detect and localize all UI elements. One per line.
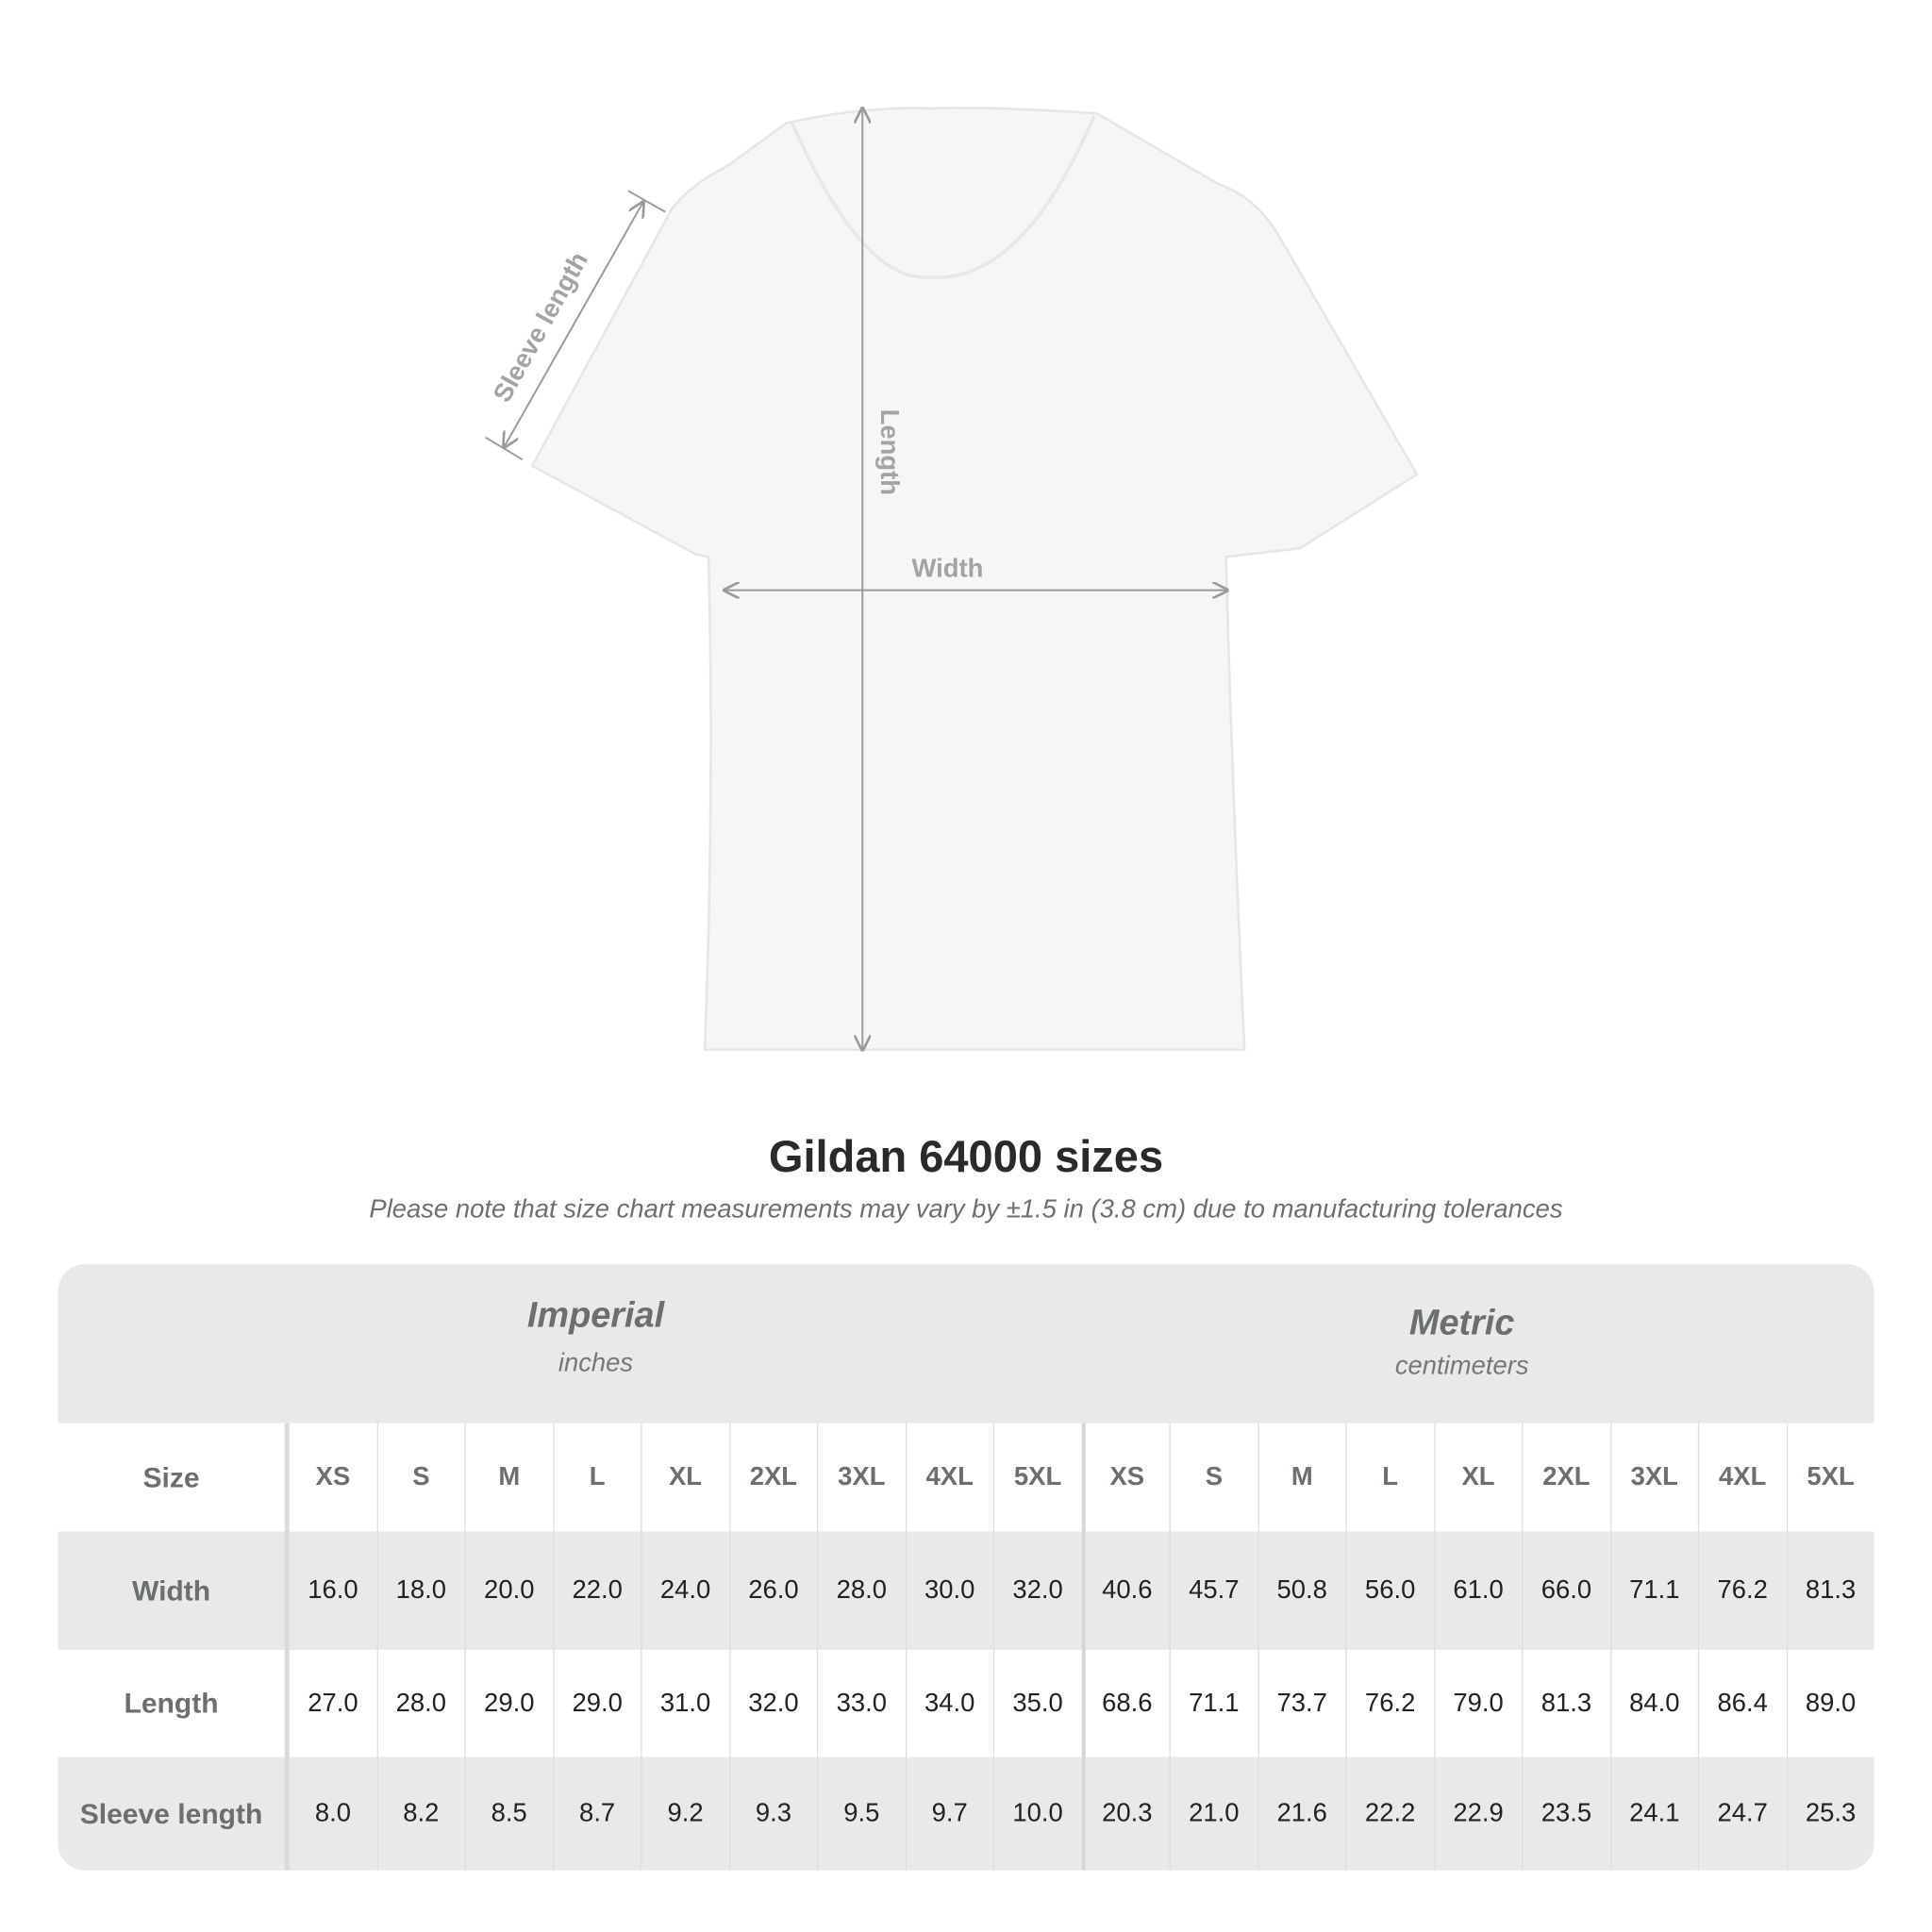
measurement-cell: 24.0: [641, 1531, 728, 1650]
measurement-cell: 21.6: [1257, 1757, 1345, 1871]
measurement-cell: 25.3: [1786, 1757, 1874, 1871]
tshirt-diagram: Sleeve length Length Width: [485, 106, 1419, 1109]
measurement-cell: 22.9: [1433, 1757, 1522, 1871]
measurement-cell: 24.7: [1697, 1757, 1786, 1871]
measurement-cell: 76.2: [1697, 1531, 1786, 1650]
measurement-cell: 10.0: [992, 1757, 1081, 1871]
measurement-cell: 16.0: [288, 1531, 376, 1650]
size-header: 4XL: [1697, 1423, 1786, 1532]
measurement-cell: 84.0: [1609, 1649, 1697, 1757]
size-header: 3XL: [816, 1423, 905, 1532]
size-header: L: [552, 1423, 641, 1532]
length-label: Length: [875, 409, 905, 495]
measurement-cell: 34.0: [905, 1649, 992, 1757]
size-header: 3XL: [1609, 1423, 1697, 1532]
measurement-cell: 35.0: [992, 1649, 1081, 1757]
measurement-cell: 9.7: [905, 1757, 992, 1871]
size-header: 2XL: [728, 1423, 817, 1532]
imperial-title: Imperial: [526, 1296, 665, 1336]
measurement-cell: 45.7: [1169, 1531, 1257, 1650]
measurement-cell: 20.0: [464, 1531, 552, 1650]
measurement-cell: 18.0: [376, 1531, 464, 1650]
measurement-cell: 8.2: [376, 1757, 464, 1871]
measurement-cell: 27.0: [288, 1649, 376, 1757]
size-header: M: [1257, 1423, 1345, 1532]
measurement-cell: 32.0: [728, 1649, 817, 1757]
measurement-cell: 40.6: [1081, 1531, 1169, 1650]
measurement-cell: 22.2: [1345, 1757, 1433, 1871]
size-header: XS: [1081, 1423, 1169, 1532]
unit-header-band: Imperial inches Metric centimeters: [58, 1264, 1874, 1424]
measurement-cell: 31.0: [641, 1649, 728, 1757]
measurement-cell: 22.0: [552, 1531, 641, 1650]
measurement-cell: 26.0: [728, 1531, 817, 1650]
measurement-cell: 21.0: [1169, 1757, 1257, 1871]
measurement-cell: 32.0: [992, 1531, 1081, 1650]
size-header: M: [464, 1423, 552, 1532]
row-label: Size: [58, 1423, 289, 1532]
measurement-cell: 81.3: [1522, 1649, 1609, 1757]
table-row: Length 27.0 28.0 29.0 29.0 31.0 32.0 33.0 34.0 35…: [58, 1649, 1874, 1757]
size-header-row: Size XS S M L XL 2XL 3XL 4XL 5XL XS S M L XL 2XL 3XL 4XL 5…: [58, 1423, 1874, 1532]
size-header: 4XL: [905, 1423, 992, 1532]
measurement-cell: 28.0: [376, 1649, 464, 1757]
measurement-cell: 9.3: [728, 1757, 817, 1871]
tshirt-shape: [530, 106, 1419, 1052]
page-title: Gildan 64000 sizes: [768, 1131, 1164, 1182]
measurement-cell: 86.4: [1697, 1649, 1786, 1757]
measurement-cell: 61.0: [1433, 1531, 1522, 1650]
size-header: XL: [641, 1423, 728, 1532]
sleeve-length-arrow: [504, 202, 643, 447]
measurement-cell: 29.0: [464, 1649, 552, 1757]
tolerance-note: Please note that size chart measurements…: [369, 1194, 1563, 1224]
measurement-cell: 76.2: [1345, 1649, 1433, 1757]
measurement-cell: 79.0: [1433, 1649, 1522, 1757]
measurement-cell: 8.0: [288, 1757, 376, 1871]
measurement-cell: 20.3: [1081, 1757, 1169, 1871]
width-label: Width: [912, 553, 984, 582]
size-header: L: [1345, 1423, 1433, 1532]
measurement-cell: 89.0: [1786, 1649, 1874, 1757]
measurement-cell: 71.1: [1169, 1649, 1257, 1757]
size-header: XL: [1433, 1423, 1522, 1532]
measurement-cell: 8.5: [464, 1757, 552, 1871]
size-header: S: [376, 1423, 464, 1532]
row-label: Length: [58, 1649, 289, 1757]
imperial-unit: inches: [558, 1349, 634, 1378]
measurement-cell: 8.7: [552, 1757, 641, 1871]
measurement-cell: 30.0: [905, 1531, 992, 1650]
measurement-cell: 23.5: [1522, 1757, 1609, 1871]
imperial-group: Imperial inches: [200, 1296, 992, 1379]
measurement-cell: 50.8: [1257, 1531, 1345, 1650]
measurement-cell: 71.1: [1609, 1531, 1697, 1650]
measurement-cell: 56.0: [1345, 1531, 1433, 1650]
measurement-cell: 24.1: [1609, 1757, 1697, 1871]
measurement-cell: 9.2: [641, 1757, 728, 1871]
size-header: 2XL: [1522, 1423, 1609, 1532]
metric-group: Metric centimeters: [1066, 1304, 1858, 1381]
measurement-cell: 68.6: [1081, 1649, 1169, 1757]
table-row: Width 16.0 18.0 20.0 22.0 24.0 26.0 28.0 30.0 32.…: [58, 1531, 1874, 1650]
size-header: S: [1169, 1423, 1257, 1532]
row-label: Width: [58, 1531, 289, 1650]
measurement-cell: 66.0: [1522, 1531, 1609, 1650]
measurement-cell: 73.7: [1257, 1649, 1345, 1757]
measurement-cell: 29.0: [552, 1649, 641, 1757]
table-row: Sleeve length 8.0 8.2 8.5 8.7 9.2 9.3 9.5 9.7 10.…: [58, 1757, 1874, 1871]
measurement-cell: 9.5: [816, 1757, 905, 1871]
measurement-cell: 28.0: [816, 1531, 905, 1650]
row-label: Sleeve length: [58, 1757, 289, 1871]
size-header: 5XL: [992, 1423, 1081, 1532]
metric-unit: centimeters: [1394, 1351, 1529, 1380]
size-header: XS: [288, 1423, 376, 1532]
metric-title: Metric: [1408, 1303, 1515, 1343]
measurement-cell: 33.0: [816, 1649, 905, 1757]
size-table: Imperial inches Metric centimeters Size X…: [58, 1264, 1874, 1871]
measurement-cell: 81.3: [1786, 1531, 1874, 1650]
size-header: 5XL: [1786, 1423, 1874, 1532]
